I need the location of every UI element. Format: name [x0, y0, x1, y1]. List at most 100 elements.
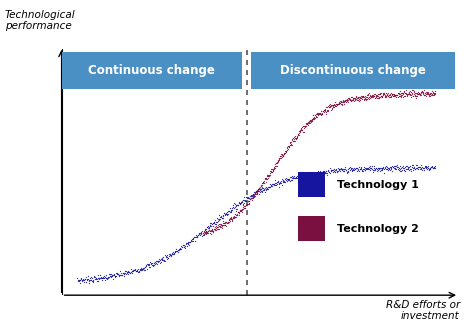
Point — [276, 180, 284, 186]
Point — [210, 228, 217, 233]
FancyBboxPatch shape — [251, 52, 455, 89]
Point — [158, 255, 166, 260]
Point — [258, 188, 266, 194]
Point — [383, 93, 391, 98]
Point — [378, 165, 385, 170]
Point — [206, 222, 213, 228]
Point — [402, 166, 410, 172]
Point — [330, 168, 337, 174]
Point — [383, 92, 391, 97]
Point — [133, 267, 141, 272]
Point — [135, 267, 142, 272]
Point — [128, 269, 136, 274]
Point — [174, 249, 182, 255]
Point — [338, 102, 346, 107]
Point — [301, 124, 308, 129]
Point — [431, 166, 439, 171]
Point — [424, 91, 431, 96]
Point — [420, 167, 428, 173]
Point — [263, 176, 270, 182]
Point — [263, 173, 271, 178]
Point — [207, 230, 214, 235]
Point — [130, 268, 138, 273]
Point — [114, 271, 122, 277]
Point — [321, 108, 329, 113]
Point — [417, 89, 425, 94]
Point — [223, 220, 230, 225]
Point — [227, 209, 234, 215]
Point — [361, 96, 368, 102]
Point — [243, 195, 250, 200]
Point — [90, 274, 98, 279]
Point — [383, 167, 390, 172]
Point — [262, 179, 270, 184]
Point — [227, 209, 234, 214]
Point — [231, 204, 239, 209]
Point — [369, 92, 377, 98]
Point — [350, 168, 357, 173]
Point — [404, 164, 412, 169]
Point — [407, 169, 415, 174]
Point — [367, 93, 375, 99]
Point — [124, 269, 131, 274]
Point — [351, 166, 358, 172]
Point — [192, 233, 200, 238]
Point — [104, 275, 111, 280]
Point — [274, 159, 282, 164]
Point — [380, 165, 387, 170]
Point — [360, 97, 368, 102]
Point — [371, 95, 378, 100]
Point — [361, 168, 369, 173]
Point — [430, 164, 438, 169]
Point — [159, 256, 166, 261]
Point — [407, 166, 414, 172]
Point — [333, 169, 341, 174]
Point — [264, 186, 271, 192]
Point — [228, 218, 236, 223]
Point — [242, 198, 249, 204]
Point — [227, 208, 235, 213]
Point — [337, 165, 345, 171]
Point — [408, 91, 416, 96]
Point — [88, 276, 96, 281]
Point — [226, 205, 234, 210]
Point — [313, 170, 320, 175]
Point — [207, 220, 215, 225]
Point — [369, 94, 376, 99]
Point — [201, 230, 209, 235]
Point — [314, 111, 322, 116]
Point — [397, 166, 404, 171]
Point — [238, 207, 246, 213]
Point — [340, 169, 347, 174]
Point — [74, 277, 82, 283]
Point — [386, 92, 394, 97]
Point — [326, 101, 334, 107]
Point — [411, 167, 419, 172]
Point — [330, 102, 337, 107]
Point — [283, 149, 290, 154]
Point — [274, 157, 282, 163]
Point — [297, 173, 305, 178]
Point — [256, 187, 264, 192]
Point — [340, 101, 347, 106]
Point — [99, 277, 106, 282]
Point — [419, 89, 426, 94]
Point — [210, 227, 218, 232]
Point — [399, 167, 406, 172]
Point — [202, 231, 210, 236]
Point — [178, 244, 185, 249]
Point — [374, 167, 382, 173]
Point — [234, 202, 241, 207]
Point — [275, 155, 283, 161]
Point — [389, 164, 397, 169]
Point — [98, 276, 106, 281]
Point — [327, 167, 335, 173]
Point — [378, 94, 386, 99]
Point — [272, 166, 279, 171]
Point — [268, 169, 276, 174]
Point — [209, 229, 216, 234]
Point — [253, 189, 261, 195]
Point — [282, 150, 290, 155]
Point — [391, 92, 398, 97]
Point — [99, 274, 107, 279]
